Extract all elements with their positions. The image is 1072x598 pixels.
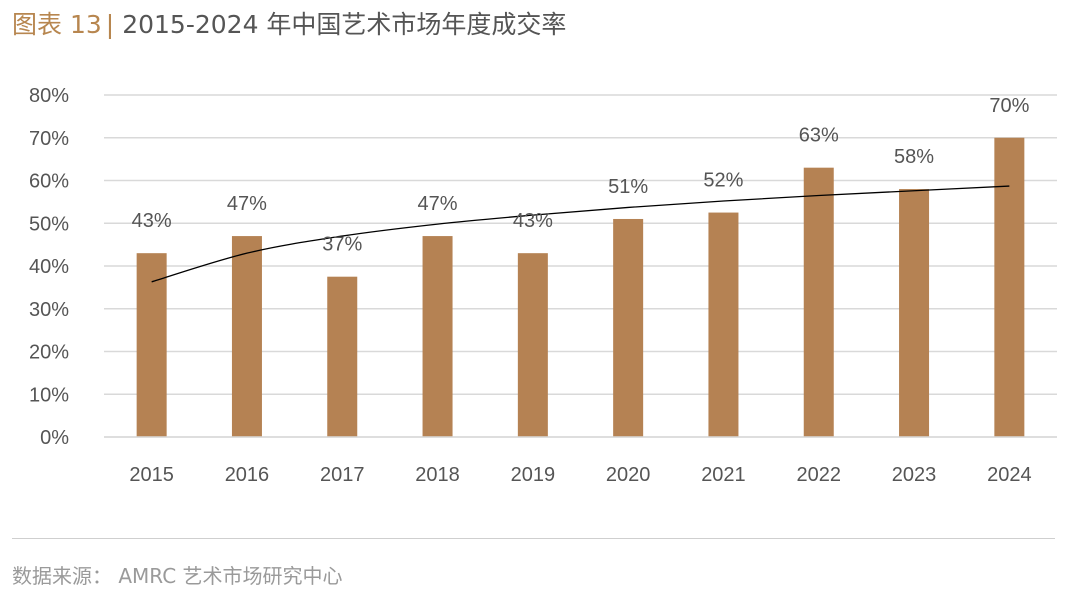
x-tick-label: 2016 — [225, 464, 270, 486]
x-tick-label: 2021 — [701, 464, 746, 486]
data-label-2022: 63% — [799, 125, 839, 147]
bar-2016 — [231, 236, 262, 437]
figure-label: 图表 13 — [12, 10, 102, 39]
bar-2020 — [613, 218, 644, 437]
bar-2023 — [899, 189, 930, 437]
x-tick-label: 2015 — [129, 464, 174, 486]
data-label-2016: 47% — [227, 193, 267, 215]
x-tick-label: 2018 — [415, 464, 460, 486]
trendline — [151, 185, 1010, 283]
y-tick-label: 40% — [29, 256, 69, 278]
bar-2022 — [803, 167, 834, 438]
y-tick-label: 20% — [29, 342, 69, 364]
y-tick-label: 0% — [40, 427, 69, 449]
y-tick-label: 60% — [29, 171, 69, 193]
x-tick-label: 2023 — [892, 464, 937, 486]
x-tick-label: 2019 — [511, 464, 556, 486]
bar-chart: 0% 10% 20% 30% 40% 50% 60% 70% 80% 43% 47% 37% 47% 43… — [29, 85, 1057, 486]
bar-2018 — [422, 236, 453, 437]
x-tick-label: 2024 — [987, 464, 1032, 486]
bar-2019 — [517, 253, 548, 437]
bar-2024 — [994, 137, 1025, 437]
y-tick-label: 80% — [29, 85, 69, 107]
x-tick-label: 2020 — [606, 464, 651, 486]
data-label-2017: 37% — [322, 234, 362, 256]
chart-title: 图表 13 | 2015-2024 年中国艺术市场年度成交率 — [12, 8, 566, 42]
data-label-2024: 70% — [989, 95, 1029, 117]
title-separator: | — [105, 10, 115, 39]
bar-2015 — [136, 253, 167, 437]
source-note: 数据来源： AMRC 艺术市场研究中心 — [12, 564, 343, 588]
data-label-2015: 43% — [132, 210, 172, 232]
y-tick-label: 30% — [29, 299, 69, 321]
y-tick-label: 10% — [29, 384, 69, 406]
title-text: 2015-2024 年中国艺术市场年度成交率 — [122, 10, 567, 39]
data-label-2020: 51% — [608, 176, 648, 198]
x-tick-label: 2017 — [320, 464, 365, 486]
data-label-2018: 47% — [418, 193, 458, 215]
data-label-2019: 43% — [513, 210, 553, 232]
data-label-2021: 52% — [703, 170, 743, 192]
bar-2021 — [708, 212, 739, 437]
y-tick-label: 50% — [29, 213, 69, 235]
bar-2017 — [327, 276, 358, 437]
data-label-2023: 58% — [894, 146, 934, 168]
footer-divider — [12, 538, 1055, 539]
x-tick-label: 2022 — [797, 464, 842, 486]
y-tick-label: 70% — [29, 128, 69, 150]
